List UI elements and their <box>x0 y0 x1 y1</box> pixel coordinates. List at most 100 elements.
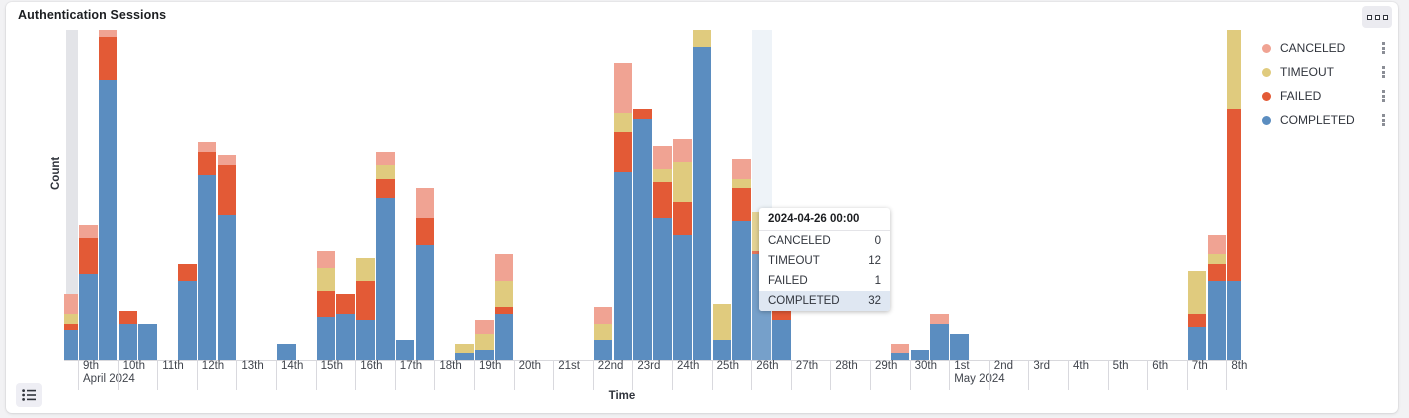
bar-column[interactable] <box>178 264 197 360</box>
x-tick-label: 15th <box>320 360 343 372</box>
bar-segment-canceled <box>673 138 692 163</box>
tooltip-row: CANCELED 0 <box>759 231 890 251</box>
legend-item-timeout[interactable]: TIMEOUT <box>1254 60 1394 84</box>
bar-segment-completed <box>79 274 98 360</box>
bar-column[interactable] <box>692 30 712 360</box>
bar-column[interactable] <box>1187 270 1207 360</box>
bar-column[interactable] <box>277 343 296 360</box>
bar-segment-completed <box>197 175 217 360</box>
x-tick-label: 14th <box>281 360 304 372</box>
bar-segment-canceled <box>613 63 633 113</box>
bar-segment-completed <box>395 340 415 360</box>
bar-segment-canceled <box>494 254 514 281</box>
bar-segment-failed <box>64 323 78 331</box>
tooltip-row: COMPLETED 32 <box>759 291 890 311</box>
bar-column[interactable] <box>316 251 336 360</box>
bar-column[interactable] <box>673 138 692 360</box>
bar-segment-completed <box>890 353 910 360</box>
x-tick-29th: 29th <box>870 360 897 390</box>
x-tick-3rd: 3rd <box>1028 360 1050 390</box>
bar-column[interactable] <box>376 152 395 360</box>
x-tick-label: 30th <box>914 360 937 372</box>
x-tick-label: 13th <box>241 360 264 372</box>
bar-column[interactable] <box>118 310 138 360</box>
grid-squares-icon[interactable] <box>1362 6 1392 28</box>
legend-kebab-icon[interactable] <box>1378 114 1388 126</box>
bar-column[interactable] <box>732 158 751 360</box>
bar-segment-failed <box>653 181 672 219</box>
bar-column[interactable] <box>653 145 672 360</box>
legend-kebab-icon[interactable] <box>1378 42 1388 54</box>
legend-color-swatch <box>1262 67 1271 77</box>
bar-column[interactable] <box>217 155 237 360</box>
bar-segment-failed <box>494 307 514 314</box>
bar-segment-failed <box>415 218 435 245</box>
x-tick-12th: 12th <box>196 360 224 390</box>
legend-kebab-icon[interactable] <box>1378 90 1388 102</box>
kebab-dot <box>1381 94 1385 98</box>
bar-column[interactable] <box>1207 234 1227 360</box>
bar-column[interactable] <box>930 313 949 360</box>
legend-item-completed[interactable]: COMPLETED <box>1254 108 1394 132</box>
legend-item-label: FAILED <box>1280 89 1322 103</box>
bar-column[interactable] <box>79 224 98 360</box>
bar-segment-completed <box>653 218 672 360</box>
x-tick-label: 2nd <box>993 360 1013 372</box>
bar-column[interactable] <box>593 307 613 360</box>
bar-column[interactable] <box>910 350 930 360</box>
bar-segment-completed <box>1227 280 1241 360</box>
x-tick-14th: 14th <box>276 360 303 390</box>
chart-panel: Authentication Sessions Count 9th April 2… <box>6 2 1398 413</box>
bar-segment-completed <box>415 244 435 360</box>
x-tick-21st: 21st <box>553 360 580 390</box>
bar-segment-timeout <box>692 30 712 47</box>
kebab-dot <box>1381 90 1385 93</box>
legend-kebab-icon[interactable] <box>1378 66 1388 78</box>
bar-column[interactable] <box>613 63 633 360</box>
list-icon[interactable] <box>16 383 42 407</box>
bar-segment-failed <box>336 294 355 314</box>
bar-segment-completed <box>455 353 474 360</box>
bar-column[interactable] <box>633 109 652 360</box>
bar-column[interactable] <box>98 30 118 360</box>
bar-segment-canceled <box>217 155 237 166</box>
bar-segment-failed <box>356 280 375 321</box>
bar-column[interactable] <box>455 343 474 360</box>
x-tick-label: 5th <box>1112 360 1129 372</box>
bar-segment-completed <box>64 330 78 360</box>
bar-column[interactable] <box>950 333 969 360</box>
bar-segment-completed <box>178 280 197 360</box>
legend-item-canceled[interactable]: CANCELED <box>1254 36 1394 60</box>
bar-column[interactable] <box>494 254 514 360</box>
legend-item-failed[interactable]: FAILED <box>1254 84 1394 108</box>
bar-column[interactable] <box>336 294 355 360</box>
bar-segment-completed <box>316 317 336 360</box>
bar-column[interactable] <box>415 188 435 360</box>
bar-segment-completed <box>376 198 395 360</box>
x-tick-4th: 4th <box>1068 360 1089 390</box>
kebab-dot <box>1381 99 1385 102</box>
bar-column[interactable] <box>356 257 375 360</box>
bar-column[interactable] <box>64 294 78 360</box>
bar-column[interactable] <box>197 142 217 360</box>
bar-column[interactable] <box>1227 30 1241 360</box>
bar-segment-timeout <box>732 178 751 189</box>
bar-segment-canceled <box>376 152 395 166</box>
bar-segment-completed <box>692 46 712 360</box>
bar-segment-failed <box>79 237 98 275</box>
bar-segment-timeout <box>1227 30 1241 110</box>
x-tick-label: 28th <box>835 360 858 372</box>
bar-column[interactable] <box>395 340 415 360</box>
x-tick-label: 3rd <box>1033 360 1051 372</box>
bar-column[interactable] <box>890 343 910 360</box>
bar-segment-completed <box>673 234 692 360</box>
x-tick-label: 9th <box>83 360 99 372</box>
bar-segment-canceled <box>890 343 910 354</box>
bar-column[interactable] <box>475 320 494 360</box>
bar-column[interactable] <box>712 303 732 360</box>
bars-container[interactable] <box>64 30 1241 360</box>
bar-segment-completed <box>356 320 375 360</box>
bar-column[interactable] <box>138 323 157 360</box>
bar-segment-failed <box>118 310 138 324</box>
bar-segment-timeout <box>475 333 494 351</box>
